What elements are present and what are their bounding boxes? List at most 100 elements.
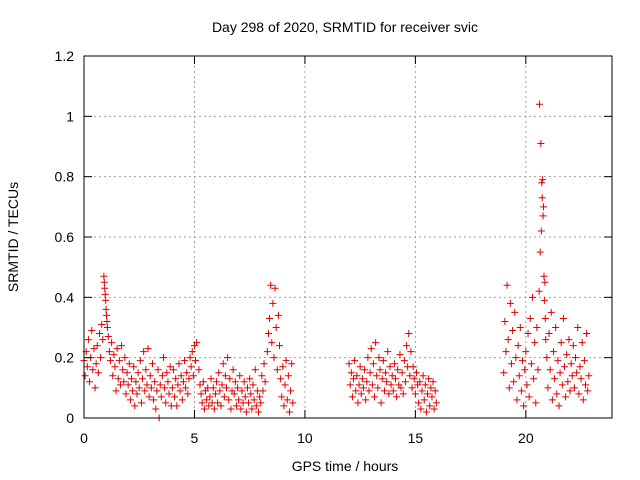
data-point	[542, 336, 550, 344]
data-point	[564, 378, 572, 386]
data-point	[365, 387, 373, 395]
data-point	[83, 363, 91, 371]
data-point	[84, 336, 92, 344]
data-point	[101, 284, 109, 292]
data-point	[511, 308, 519, 316]
data-point	[281, 381, 289, 389]
data-point	[374, 384, 382, 392]
data-point	[199, 378, 207, 386]
data-point	[108, 339, 116, 347]
data-point	[116, 381, 124, 389]
data-point	[229, 366, 237, 374]
data-point	[220, 393, 228, 401]
data-point	[238, 387, 246, 395]
data-point	[186, 354, 194, 362]
data-point	[246, 375, 254, 383]
data-point	[406, 372, 414, 380]
data-point	[352, 387, 360, 395]
data-point	[578, 339, 586, 347]
data-point	[195, 366, 203, 374]
data-point	[255, 408, 263, 416]
data-point	[115, 357, 123, 365]
data-point	[196, 381, 204, 389]
data-point	[554, 357, 562, 365]
data-point	[368, 381, 376, 389]
data-point	[543, 354, 551, 362]
data-point	[88, 327, 96, 335]
data-point	[139, 375, 147, 383]
data-point	[131, 402, 139, 410]
data-point	[174, 381, 182, 389]
data-point	[160, 354, 168, 362]
data-point	[235, 396, 243, 404]
data-point	[376, 366, 384, 374]
data-point	[382, 369, 390, 377]
data-point	[516, 324, 524, 331]
data-point	[277, 375, 285, 383]
data-point	[109, 372, 117, 380]
data-point	[284, 372, 292, 380]
data-point	[533, 324, 541, 331]
data-point	[405, 330, 413, 338]
data-point	[522, 348, 530, 356]
data-point	[100, 278, 108, 286]
data-point	[103, 317, 111, 325]
data-point	[536, 100, 544, 108]
data-point	[271, 284, 279, 292]
data-point	[182, 384, 190, 392]
data-point	[525, 393, 533, 401]
data-point	[371, 393, 379, 401]
data-point	[263, 348, 271, 356]
data-point	[362, 396, 370, 404]
data-point	[227, 405, 235, 413]
data-point	[403, 342, 411, 350]
data-point	[241, 393, 249, 401]
data-point	[539, 212, 547, 220]
data-point	[122, 390, 130, 398]
data-point	[218, 381, 226, 389]
data-point	[548, 396, 556, 404]
data-point	[524, 330, 532, 338]
data-point	[118, 342, 126, 350]
data-point	[187, 363, 195, 371]
data-point	[151, 378, 159, 386]
data-point	[386, 363, 394, 371]
data-point	[347, 369, 355, 377]
data-point	[209, 384, 217, 392]
x-tick-label: 15	[408, 430, 424, 446]
data-point	[514, 342, 522, 350]
data-point	[380, 387, 388, 395]
data-point	[398, 369, 406, 377]
data-point	[251, 366, 259, 374]
x-axis-label: GPS time / hours	[292, 458, 399, 474]
data-point	[249, 381, 257, 389]
data-point	[173, 402, 181, 410]
data-point	[357, 390, 365, 398]
data-point	[272, 324, 280, 331]
data-point	[527, 360, 535, 368]
data-point	[569, 342, 577, 350]
data-point	[181, 357, 189, 365]
data-point	[179, 378, 187, 386]
data-point	[568, 372, 576, 380]
data-point	[178, 396, 186, 404]
data-point	[258, 372, 266, 380]
data-point	[509, 327, 517, 335]
data-point	[412, 369, 420, 377]
data-point	[401, 378, 409, 386]
data-point	[387, 381, 395, 389]
data-point	[361, 366, 369, 374]
data-point	[110, 351, 118, 359]
data-point	[384, 348, 392, 356]
data-point	[572, 354, 580, 362]
data-point	[583, 330, 591, 338]
data-point	[515, 372, 523, 380]
data-point	[418, 387, 426, 395]
data-point	[517, 387, 525, 395]
data-point	[245, 399, 253, 407]
data-point	[183, 369, 191, 377]
data-point	[144, 345, 152, 353]
data-point	[390, 360, 398, 368]
data-point	[268, 339, 276, 347]
data-point	[351, 357, 359, 365]
